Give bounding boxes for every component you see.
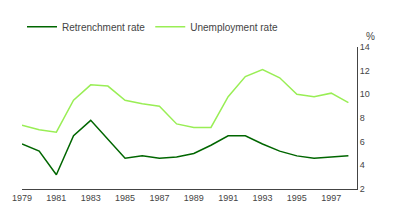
svg-text:1981: 1981	[46, 193, 66, 203]
svg-text:1987: 1987	[149, 193, 169, 203]
svg-text:Unemployment rate: Unemployment rate	[190, 22, 278, 33]
svg-text:1979: 1979	[12, 193, 32, 203]
svg-text:6: 6	[360, 137, 365, 147]
svg-text:14: 14	[360, 42, 370, 52]
svg-text:1985: 1985	[115, 193, 135, 203]
svg-text:8: 8	[360, 113, 365, 123]
svg-text:Retrenchment rate: Retrenchment rate	[62, 22, 145, 33]
svg-text:1991: 1991	[218, 193, 238, 203]
svg-text:4: 4	[360, 160, 365, 170]
svg-text:12: 12	[360, 66, 370, 76]
svg-text:1995: 1995	[287, 193, 307, 203]
svg-text:%: %	[366, 31, 375, 42]
svg-text:1993: 1993	[252, 193, 272, 203]
svg-text:2: 2	[360, 184, 365, 194]
svg-text:1983: 1983	[81, 193, 101, 203]
svg-text:10: 10	[360, 89, 370, 99]
svg-text:1989: 1989	[184, 193, 204, 203]
svg-text:1997: 1997	[321, 193, 341, 203]
